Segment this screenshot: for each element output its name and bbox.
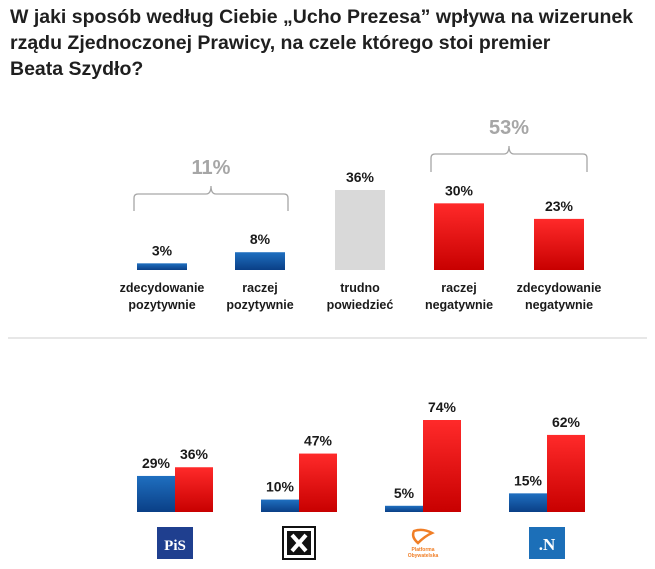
- top-bar-1: [137, 263, 187, 270]
- kukiz-logo-icon: [282, 526, 316, 560]
- group-bracket-2: [430, 145, 588, 172]
- top-category-label-3: trudno: [340, 281, 380, 295]
- party-value-label-1-negatywnie: 36%: [180, 446, 209, 462]
- party-value-label-3-pozytywnie: 5%: [394, 485, 415, 501]
- pis-logo-icon: PiS: [157, 527, 193, 559]
- top-category-label-3: powiedzieć: [327, 298, 394, 312]
- party-bar-2-negatywnie: [299, 453, 337, 512]
- top-bar-2: [235, 252, 285, 270]
- top-value-label-3: 36%: [346, 169, 375, 185]
- group-bracket-1: [133, 185, 289, 211]
- po-logo-text: Obywatelska: [408, 553, 439, 559]
- top-bar-4: [434, 203, 484, 270]
- nowoczesna-logo-box: [529, 527, 565, 559]
- top-value-label-5: 23%: [545, 198, 574, 214]
- chart-title: W jaki sposób według Ciebie „Ucho Prezes…: [10, 4, 650, 82]
- group-total-label-2: 53%: [489, 117, 529, 139]
- nowoczesna-logo-icon: .N: [529, 527, 565, 559]
- title-line-3: Beata Szydło?: [10, 58, 144, 80]
- top-value-label-4: 30%: [445, 182, 474, 198]
- party-bar-1-pozytywnie: [137, 475, 175, 512]
- party-bar-3-pozytywnie: [385, 505, 423, 512]
- group-total-label-1: 11%: [192, 157, 231, 179]
- top-value-label-2: 8%: [250, 231, 271, 247]
- party-bar-2-pozytywnie: [261, 499, 299, 512]
- po-heart-icon: [411, 528, 435, 545]
- nowoczesna-logo-text: .N: [539, 535, 556, 554]
- top-category-label-5: negatywnie: [525, 298, 593, 312]
- top-category-label-2: pozytywnie: [226, 298, 293, 312]
- party-bar-4-negatywnie: [547, 434, 585, 512]
- party-bar-3-negatywnie: [423, 420, 461, 512]
- title-line-1: W jaki sposób według Ciebie „Ucho Prezes…: [10, 6, 634, 28]
- kukiz-x-icon: [290, 533, 308, 553]
- party-bar-4-pozytywnie: [509, 493, 547, 512]
- pis-logo-text: PiS: [164, 538, 186, 554]
- title-line-2: rządu Zjednoczonej Prawicy, na czele któ…: [10, 32, 551, 54]
- pis-logo-box: [157, 527, 193, 559]
- party-value-label-4-pozytywnie: 15%: [514, 472, 543, 488]
- top-category-label-1: pozytywnie: [128, 298, 195, 312]
- top-category-label-2: raczej: [242, 281, 277, 295]
- top-category-label-4: raczej: [441, 281, 476, 295]
- party-bar-1-negatywnie: [175, 467, 213, 512]
- top-category-label-5: zdecydowanie: [517, 281, 602, 295]
- party-value-label-1-pozytywnie: 29%: [142, 455, 171, 471]
- party-value-label-2-pozytywnie: 10%: [266, 479, 295, 495]
- top-value-label-1: 3%: [152, 242, 173, 258]
- top-bar-3: [335, 190, 385, 270]
- top-category-label-4: negatywnie: [425, 298, 493, 312]
- po-logo-text: Platforma: [411, 547, 434, 553]
- party-value-label-3-negatywnie: 74%: [428, 399, 457, 415]
- top-category-label-1: zdecydowanie: [120, 281, 205, 295]
- party-value-label-4-negatywnie: 62%: [552, 414, 581, 430]
- party-value-label-2-negatywnie: 47%: [304, 433, 333, 449]
- top-bar-5: [534, 218, 584, 270]
